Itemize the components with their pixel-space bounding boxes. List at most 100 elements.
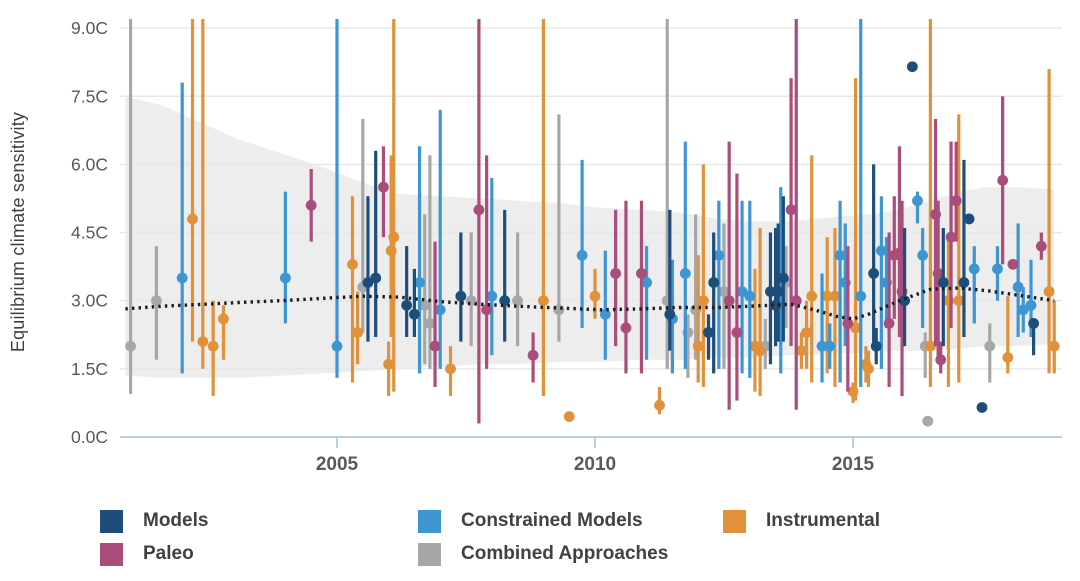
- data-point: [370, 272, 382, 284]
- series-constrained: [176, 19, 1037, 388]
- data-point: [424, 318, 436, 329]
- data-point: [512, 295, 523, 307]
- data-point: [816, 340, 828, 352]
- data-point: [473, 204, 485, 216]
- data-point: [863, 363, 874, 375]
- data-point: [906, 61, 918, 73]
- data-point: [419, 299, 431, 311]
- data-point: [824, 340, 836, 352]
- data-point: [620, 322, 632, 334]
- legend-swatch-paleo: [100, 542, 123, 566]
- data-point: [870, 340, 882, 352]
- data-point: [641, 277, 652, 288]
- data-point: [599, 308, 611, 320]
- y-tick-label: 1.5C: [71, 359, 108, 379]
- data-point: [414, 277, 425, 288]
- data-point: [527, 349, 539, 361]
- data-point: [875, 245, 887, 257]
- uncertainty-band: [125, 96, 1055, 378]
- data-point: [486, 290, 498, 302]
- data-point: [922, 415, 934, 427]
- data-point: [692, 340, 704, 352]
- data-point: [1025, 299, 1037, 311]
- data-point: [1012, 281, 1024, 293]
- data-point: [842, 318, 854, 329]
- data-point: [917, 249, 929, 261]
- data-point: [378, 181, 389, 193]
- legend-swatch-instrumental: [723, 509, 746, 533]
- data-point: [899, 295, 910, 307]
- data-point: [703, 327, 714, 338]
- plot-area: 0.0C 1.5C 3.0C 4.5C 6.0C 7.5C 9.0C 2005 2010 201…: [8, 18, 1062, 475]
- legend-label: Models: [143, 510, 209, 531]
- data-point: [976, 402, 988, 413]
- data-point: [723, 295, 735, 307]
- data-point: [697, 295, 709, 307]
- data-point: [187, 213, 198, 225]
- x-tick-label: 2010: [574, 454, 616, 475]
- x-axis: [120, 436, 1062, 448]
- data-point: [744, 290, 756, 302]
- data-point: [754, 345, 766, 357]
- data-point: [445, 363, 456, 375]
- data-point: [429, 340, 441, 352]
- data-point: [610, 268, 622, 279]
- data-point: [1035, 240, 1047, 252]
- legend-swatch-constrained: [418, 509, 441, 533]
- data-points: [125, 19, 1060, 427]
- data-point: [679, 268, 691, 279]
- legend-item-models: Models: [100, 509, 208, 533]
- data-point: [785, 204, 797, 216]
- data-point: [481, 304, 493, 316]
- data-point: [636, 268, 647, 279]
- data-point: [553, 304, 565, 316]
- data-point: [207, 340, 219, 352]
- legend-item-paleo: Paleo: [100, 542, 194, 566]
- data-point: [806, 290, 818, 302]
- data-point: [935, 354, 947, 366]
- data-point: [968, 263, 980, 275]
- data-point: [963, 213, 975, 225]
- data-point: [409, 308, 420, 320]
- data-point: [834, 249, 846, 261]
- data-point: [499, 295, 511, 307]
- legend: Models Paleo Constrained Models Combined Ap…: [0, 498, 1080, 581]
- data-point: [331, 340, 343, 352]
- data-point: [664, 308, 676, 320]
- data-point: [713, 249, 725, 261]
- y-tick-label: 7.5C: [71, 86, 108, 106]
- data-point: [772, 286, 784, 298]
- data-point: [958, 277, 970, 288]
- data-point: [434, 304, 446, 316]
- data-point: [855, 290, 867, 302]
- y-tick-label: 6.0C: [71, 154, 108, 174]
- data-point: [280, 272, 291, 284]
- data-point: [777, 272, 789, 284]
- data-point: [383, 358, 394, 370]
- band-shape: [125, 96, 1055, 378]
- data-point: [796, 345, 807, 357]
- data-point: [654, 399, 665, 411]
- data-point: [932, 268, 944, 279]
- legend-label: Paleo: [143, 543, 194, 564]
- series-paleo: [305, 19, 1047, 424]
- legend-swatch-combined: [418, 542, 441, 566]
- data-point: [765, 286, 776, 298]
- data-point: [589, 290, 601, 302]
- legend-swatch-models: [100, 509, 123, 533]
- data-point: [945, 231, 957, 243]
- y-tick-label: 9.0C: [71, 18, 108, 38]
- data-point: [992, 263, 1003, 275]
- data-point: [1007, 258, 1019, 270]
- data-point: [912, 195, 923, 207]
- data-point: [1002, 352, 1014, 363]
- data-point: [388, 231, 400, 243]
- data-point: [352, 327, 364, 338]
- data-point: [868, 268, 880, 279]
- data-point: [708, 277, 720, 288]
- data-point: [953, 295, 965, 307]
- x-tick-labels: 2005 2010 2015: [316, 454, 875, 475]
- data-point: [347, 258, 358, 270]
- data-point: [197, 336, 209, 347]
